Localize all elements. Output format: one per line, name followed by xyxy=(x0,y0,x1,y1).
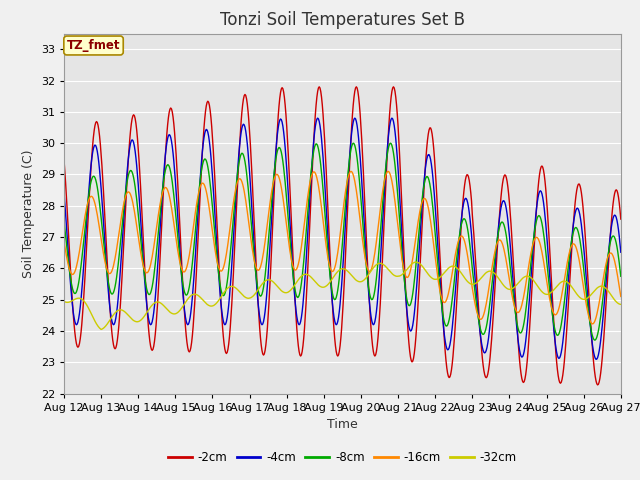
Text: TZ_fmet: TZ_fmet xyxy=(67,39,120,52)
Title: Tonzi Soil Temperatures Set B: Tonzi Soil Temperatures Set B xyxy=(220,11,465,29)
Legend: -2cm, -4cm, -8cm, -16cm, -32cm: -2cm, -4cm, -8cm, -16cm, -32cm xyxy=(163,446,522,469)
Y-axis label: Soil Temperature (C): Soil Temperature (C) xyxy=(22,149,35,278)
X-axis label: Time: Time xyxy=(327,418,358,431)
